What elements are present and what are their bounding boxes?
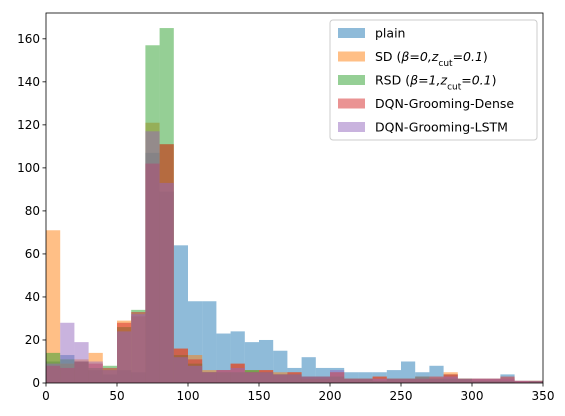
x-tick-label: 100	[177, 389, 200, 403]
y-tick-label: 40	[25, 290, 40, 304]
bar	[244, 372, 259, 383]
bar	[202, 301, 217, 383]
bar	[358, 378, 373, 383]
legend-swatch	[338, 28, 365, 38]
bar	[372, 378, 387, 383]
bar	[259, 372, 274, 383]
y-tick-label: 120	[17, 118, 40, 132]
bar	[486, 378, 501, 383]
legend-entry: SD (β=0,zcut​=0.1)	[375, 49, 488, 69]
bar	[344, 372, 359, 383]
bar	[315, 376, 330, 383]
bar	[88, 361, 103, 383]
bar	[60, 322, 75, 383]
x-tick-label: 50	[109, 389, 124, 403]
bar	[173, 357, 188, 383]
bar	[457, 378, 472, 383]
legend-swatch	[338, 122, 365, 132]
bar	[415, 376, 430, 383]
y-tick-label: 140	[17, 75, 40, 89]
y-tick-label: 0	[32, 376, 40, 390]
legend-swatch	[338, 51, 365, 62]
bars-layer	[46, 28, 543, 384]
bar	[159, 182, 174, 383]
x-tick-label: 350	[532, 389, 555, 403]
bar	[131, 314, 146, 383]
bar	[344, 378, 359, 383]
legend-entry: RSD (β=1,zcut​=0.1)	[375, 73, 497, 93]
bar	[301, 376, 316, 383]
bar	[472, 378, 487, 383]
y-tick-label: 100	[17, 161, 40, 175]
axes-frame	[45, 12, 544, 384]
bar	[358, 372, 373, 383]
legend-swatch	[338, 75, 365, 85]
bar	[46, 230, 61, 383]
y-tick-label: 160	[17, 32, 40, 46]
legend: plain SD (β=0,zcut​=0.1) RSD (β=1,zcut​=0.…	[329, 19, 538, 141]
legend-box	[329, 19, 538, 141]
bar	[429, 378, 444, 383]
legend-entry: DQN-Grooming-LSTM	[375, 120, 508, 135]
bar	[188, 365, 203, 383]
bar	[46, 363, 61, 383]
y-tick-label: 20	[25, 333, 40, 347]
bar	[386, 378, 401, 383]
x-axis: 0 50 100 150 200 250 300 350	[42, 383, 554, 403]
series-5	[46, 131, 543, 383]
bar	[145, 131, 160, 383]
y-axis: 0 20 40 60 80 100 120 140 160	[17, 32, 46, 390]
bar	[443, 376, 458, 383]
bar	[216, 370, 231, 383]
bar	[528, 380, 543, 383]
bar	[514, 380, 529, 383]
x-tick-label: 300	[461, 389, 484, 403]
bar	[401, 378, 416, 383]
bar	[401, 361, 416, 383]
bar	[202, 372, 217, 383]
bar	[273, 374, 288, 383]
x-tick-label: 0	[42, 389, 50, 403]
bar	[330, 370, 345, 383]
x-tick-label: 150	[248, 389, 271, 403]
x-tick-label: 250	[390, 389, 413, 403]
bar	[230, 367, 245, 383]
bar	[117, 331, 132, 383]
legend-entry: plain	[375, 26, 405, 41]
legend-entry: DQN-Grooming-Dense	[375, 96, 514, 111]
bar	[74, 342, 89, 383]
legend-swatch	[338, 98, 365, 109]
bar	[500, 378, 515, 383]
y-tick-label: 80	[25, 204, 40, 218]
x-tick-label: 200	[319, 389, 342, 403]
y-tick-label: 60	[25, 247, 40, 261]
bar	[287, 374, 302, 383]
bar	[102, 370, 117, 383]
